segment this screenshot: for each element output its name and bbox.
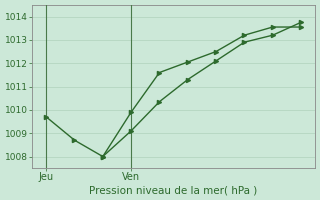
X-axis label: Pression niveau de la mer( hPa ): Pression niveau de la mer( hPa ) — [90, 185, 258, 195]
